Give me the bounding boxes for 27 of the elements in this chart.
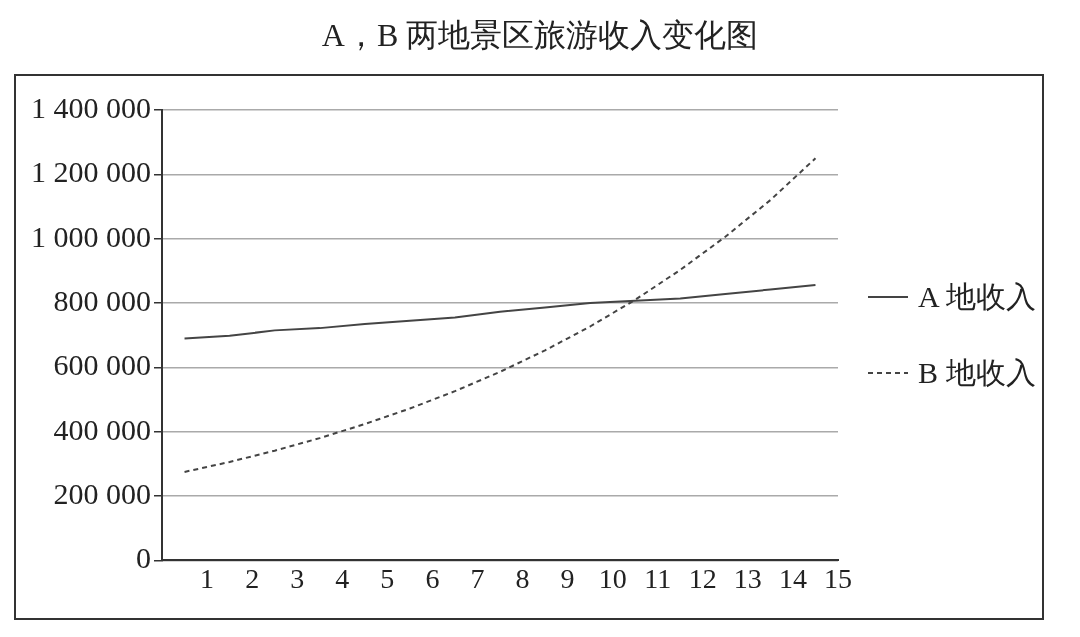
- x-tick-label: 11: [644, 562, 672, 594]
- legend-label: B 地收入: [918, 354, 1036, 391]
- x-tick-label: 8: [515, 562, 530, 594]
- y-tick-label: 600 000: [53, 348, 151, 382]
- y-tick-label: 400 000: [53, 412, 151, 446]
- y-tick-label: 0: [136, 541, 151, 575]
- x-tick-label: 9: [560, 562, 575, 594]
- x-tick-label: 2: [245, 562, 260, 594]
- line-series: [183, 157, 817, 473]
- x-tick-label: 3: [290, 562, 305, 594]
- x-tick-label: 6: [425, 562, 440, 594]
- x-tick-label: 12: [688, 562, 717, 594]
- x-tick-label: 10: [598, 562, 627, 594]
- x-tick-label: 1: [200, 562, 215, 594]
- x-tick-label: 13: [733, 562, 762, 594]
- y-tick-label: 1 400 000: [31, 90, 151, 124]
- y-tick-label: 1 000 000: [31, 219, 151, 253]
- chart-title: A，B 两地景区旅游收入变化图: [320, 16, 760, 55]
- x-tick-label: 7: [470, 562, 485, 594]
- y-tick-label: 200 000: [53, 476, 151, 510]
- x-tick-label: 4: [335, 562, 350, 594]
- x-tick-label: 15: [824, 562, 852, 594]
- x-tick-label: 14: [778, 562, 807, 594]
- y-tick-label: 800 000: [53, 283, 151, 317]
- x-tick-label: 5: [380, 562, 395, 594]
- y-tick-label: 1 200 000: [31, 155, 151, 189]
- legend-label: A 地收入: [918, 278, 1036, 315]
